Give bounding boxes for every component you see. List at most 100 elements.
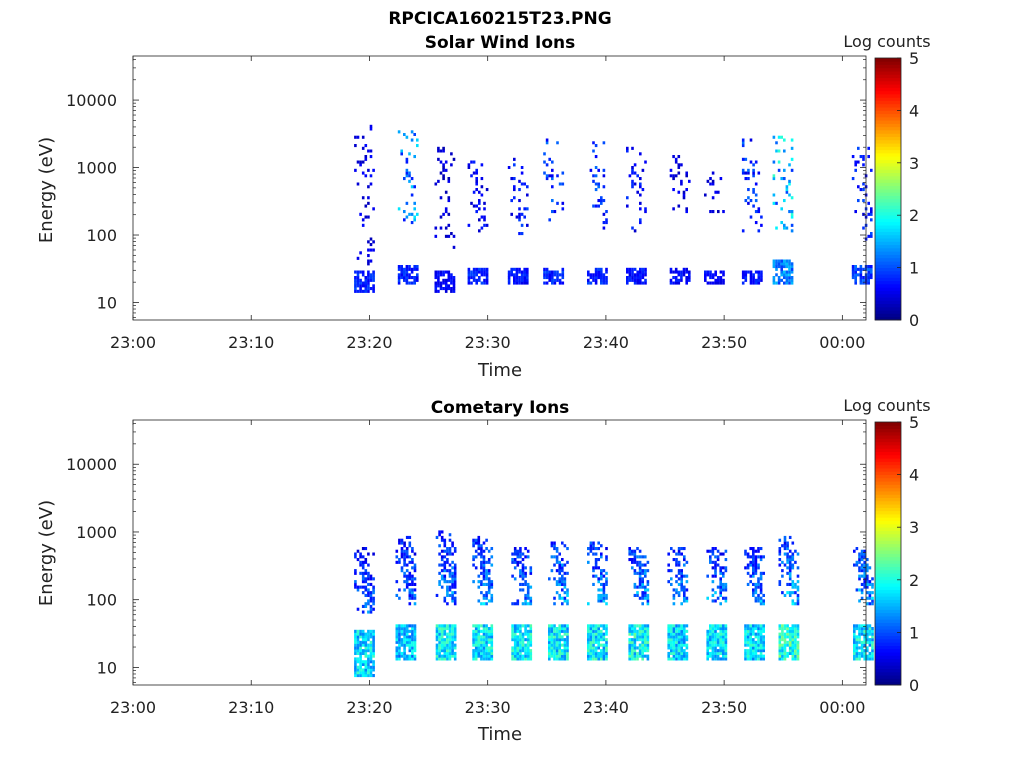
heatmap-cell xyxy=(754,281,758,285)
heatmap-cell xyxy=(722,629,725,633)
colorbar-segment xyxy=(875,61,901,65)
heatmap-cell xyxy=(553,278,557,282)
heatmap-cell xyxy=(480,646,483,650)
heatmap-cell xyxy=(356,643,360,647)
heatmap-cell xyxy=(858,640,861,644)
heatmap-cell xyxy=(626,267,629,271)
heatmap-cell xyxy=(592,141,595,145)
heatmap-cell xyxy=(558,569,561,573)
heatmap-cell xyxy=(372,660,375,664)
heatmap-cell xyxy=(854,168,857,172)
heatmap-cell xyxy=(871,596,874,600)
heatmap-cell xyxy=(513,577,517,581)
heatmap-cell xyxy=(777,281,781,285)
colorbar-segment xyxy=(875,441,901,446)
heatmap-cell xyxy=(413,582,417,586)
heatmap-cell xyxy=(519,574,522,578)
heatmap-cell xyxy=(369,593,373,597)
heatmap-cell xyxy=(605,627,608,631)
heatmap-cell xyxy=(863,563,866,567)
heatmap-cell xyxy=(778,582,782,586)
heatmap-cell xyxy=(602,569,606,573)
heatmap-cell xyxy=(794,591,797,595)
colorbar-segment xyxy=(875,254,901,259)
heatmap-cell xyxy=(553,629,556,633)
heatmap-cell xyxy=(524,566,527,570)
heatmap-cell xyxy=(858,560,861,564)
heatmap-cell xyxy=(395,560,399,564)
heatmap-cell xyxy=(446,588,449,592)
colorbar-segment xyxy=(875,169,901,174)
heatmap-cell xyxy=(446,560,449,564)
heatmap-cell xyxy=(633,585,637,589)
heatmap-cell xyxy=(561,273,565,277)
heatmap-cell xyxy=(518,281,521,285)
colorbar-segment xyxy=(875,185,901,190)
heatmap-cell xyxy=(762,643,765,647)
heatmap-cell xyxy=(453,596,457,600)
heatmap-cell xyxy=(480,566,483,570)
heatmap-cell xyxy=(513,267,516,271)
heatmap-cell xyxy=(641,591,644,595)
heatmap-cell xyxy=(724,588,728,592)
heatmap-cell xyxy=(548,278,551,282)
heatmap-cell xyxy=(644,270,647,274)
heatmap-cell xyxy=(741,273,745,277)
heatmap-cell xyxy=(714,560,717,564)
heatmap-cell xyxy=(674,174,678,178)
heatmap-cell xyxy=(359,555,362,559)
heatmap-cell xyxy=(772,265,776,269)
heatmap-cell xyxy=(788,577,792,581)
heatmap-cell xyxy=(516,649,520,653)
heatmap-cell xyxy=(714,629,717,633)
heatmap-cell xyxy=(438,552,441,556)
heatmap-cell xyxy=(448,627,452,631)
colorbar-segment xyxy=(875,179,901,183)
heatmap-cell xyxy=(439,281,443,285)
colorbar-segment xyxy=(875,162,901,167)
heatmap-cell xyxy=(716,643,720,647)
heatmap-cell xyxy=(359,632,362,636)
heatmap-cell xyxy=(741,144,745,148)
heatmap-cell xyxy=(372,289,375,293)
heatmap-cell xyxy=(448,571,452,575)
solar-wind-heatmap xyxy=(354,124,873,293)
heatmap-cell xyxy=(447,276,451,280)
heatmap-cell xyxy=(683,624,686,628)
heatmap-cell xyxy=(589,654,593,658)
colorbar-segment xyxy=(875,510,901,515)
heatmap-cell xyxy=(450,276,453,280)
heatmap-cell xyxy=(757,566,760,570)
heatmap-cell xyxy=(638,629,642,633)
heatmap-cell xyxy=(410,212,414,216)
heatmap-cell xyxy=(510,273,513,277)
heatmap-cell xyxy=(448,629,452,633)
heatmap-cell xyxy=(475,171,478,175)
heatmap-cell xyxy=(644,654,647,658)
heatmap-cell xyxy=(477,629,481,633)
colorbar-segment xyxy=(875,136,901,141)
heatmap-cell xyxy=(600,624,603,628)
heatmap-cell xyxy=(521,566,525,570)
heatmap-cell xyxy=(400,152,403,156)
heatmap-cell xyxy=(400,267,403,271)
heatmap-cell xyxy=(638,651,642,655)
colorbar-segment xyxy=(875,471,901,475)
heatmap-cell xyxy=(788,593,792,597)
heatmap-cell xyxy=(361,638,365,642)
heatmap-cell xyxy=(605,558,608,562)
heatmap-cell xyxy=(403,580,406,584)
heatmap-cell xyxy=(868,580,872,584)
heatmap-cell xyxy=(674,157,678,161)
heatmap-cell xyxy=(597,267,600,271)
heatmap-cell xyxy=(511,552,514,556)
heatmap-cell xyxy=(477,624,481,628)
heatmap-cell xyxy=(589,547,593,551)
heatmap-cell xyxy=(777,265,781,269)
heatmap-cell xyxy=(553,643,556,647)
heatmap-cell xyxy=(783,624,787,628)
heatmap-cell xyxy=(437,179,440,183)
heatmap-cell xyxy=(359,629,362,633)
heatmap-cell xyxy=(857,185,860,189)
heatmap-cell xyxy=(741,171,745,175)
